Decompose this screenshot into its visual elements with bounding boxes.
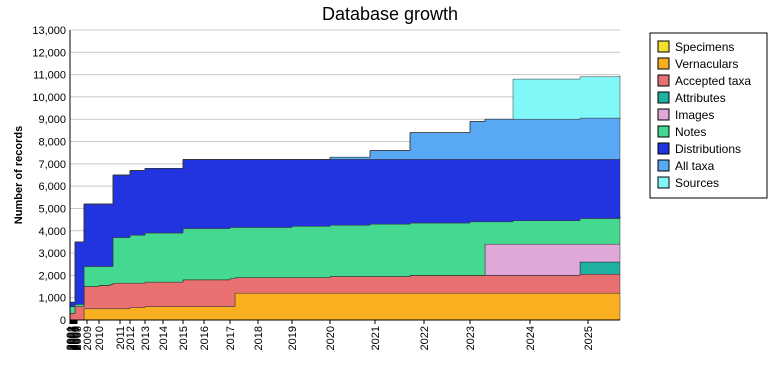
x-tick-label: 2024 — [525, 326, 537, 350]
x-tick-label: 2019 — [287, 326, 299, 350]
y-tick-label: 5,000 — [38, 203, 66, 215]
area — [70, 75, 621, 303]
legend-swatch — [657, 108, 670, 121]
legend-label: Attributes — [675, 91, 726, 105]
legend-swatch — [657, 91, 670, 104]
y-tick-label: 2,000 — [38, 270, 66, 282]
x-tick-label: 2022 — [419, 326, 431, 350]
y-tick-label: 12,000 — [32, 47, 66, 59]
x-tick-label: 2006 — [70, 326, 82, 350]
legend-swatch — [657, 40, 670, 53]
y-tick-label: 0 — [60, 315, 66, 327]
y-tick-label: 8,000 — [38, 137, 66, 149]
x-tick-label: 2008 — [72, 326, 84, 350]
y-tick-label: 9,000 — [38, 114, 66, 126]
y-tick-label: 1,000 — [38, 293, 66, 305]
y-tick-label: 13,000 — [32, 25, 66, 37]
legend-swatch — [657, 159, 670, 172]
y-tick-label: 4,000 — [38, 226, 66, 238]
x-tick-label: 2015 — [178, 326, 190, 350]
legend-swatch — [657, 142, 670, 155]
legend-label: Sources — [675, 176, 719, 190]
x-tick-label: 2021 — [370, 326, 382, 350]
legend-swatch — [657, 176, 670, 189]
y-tick-label: 11,000 — [33, 70, 66, 82]
x-tick-label: 2001 — [65, 326, 77, 350]
y-tick-label: 7,000 — [38, 159, 66, 171]
x-tick-label: 2002 — [66, 326, 78, 350]
x-tick-label: 2011 — [115, 326, 127, 350]
x-tick-label: 2004 — [68, 326, 80, 350]
chart-title: Database growth — [322, 4, 458, 24]
legend-swatch — [657, 74, 670, 87]
y-tick-label: 10,000 — [32, 92, 66, 104]
x-tick-label: 2013 — [140, 326, 152, 350]
legend-label: Distributions — [675, 142, 741, 156]
x-tick-label: 2016 — [199, 326, 211, 350]
x-tick-label: 2003 — [67, 326, 79, 350]
x-tick-label: 2014 — [158, 326, 170, 350]
legend-swatch — [657, 125, 670, 138]
x-tick-label: 2025 — [583, 326, 595, 350]
x-tick-label: 2020 — [325, 326, 337, 350]
y-tick-label: 3,000 — [38, 248, 66, 260]
legend-swatch — [657, 57, 670, 70]
x-tick-label: 2005 — [69, 326, 81, 350]
x-tick-label: 2010 — [94, 326, 106, 350]
x-tick-label: 2023 — [465, 326, 477, 350]
legend-label: All taxa — [675, 159, 715, 173]
x-tick-label: 2012 — [125, 326, 137, 350]
legend-label: Vernaculars — [675, 57, 738, 71]
x-tick-label: 2007 — [71, 326, 83, 350]
x-tick-label: 2009 — [82, 326, 94, 350]
legend-label: Specimens — [675, 40, 734, 54]
x-tick-label: 2018 — [253, 326, 265, 350]
y-axis-label: Number of records — [13, 126, 25, 224]
y-tick-label: 6,000 — [38, 181, 66, 193]
legend-label: Notes — [675, 125, 706, 139]
x-tick-label: 2017 — [225, 326, 237, 350]
legend-label: Accepted taxa — [675, 74, 751, 88]
legend-label: Images — [675, 108, 714, 122]
